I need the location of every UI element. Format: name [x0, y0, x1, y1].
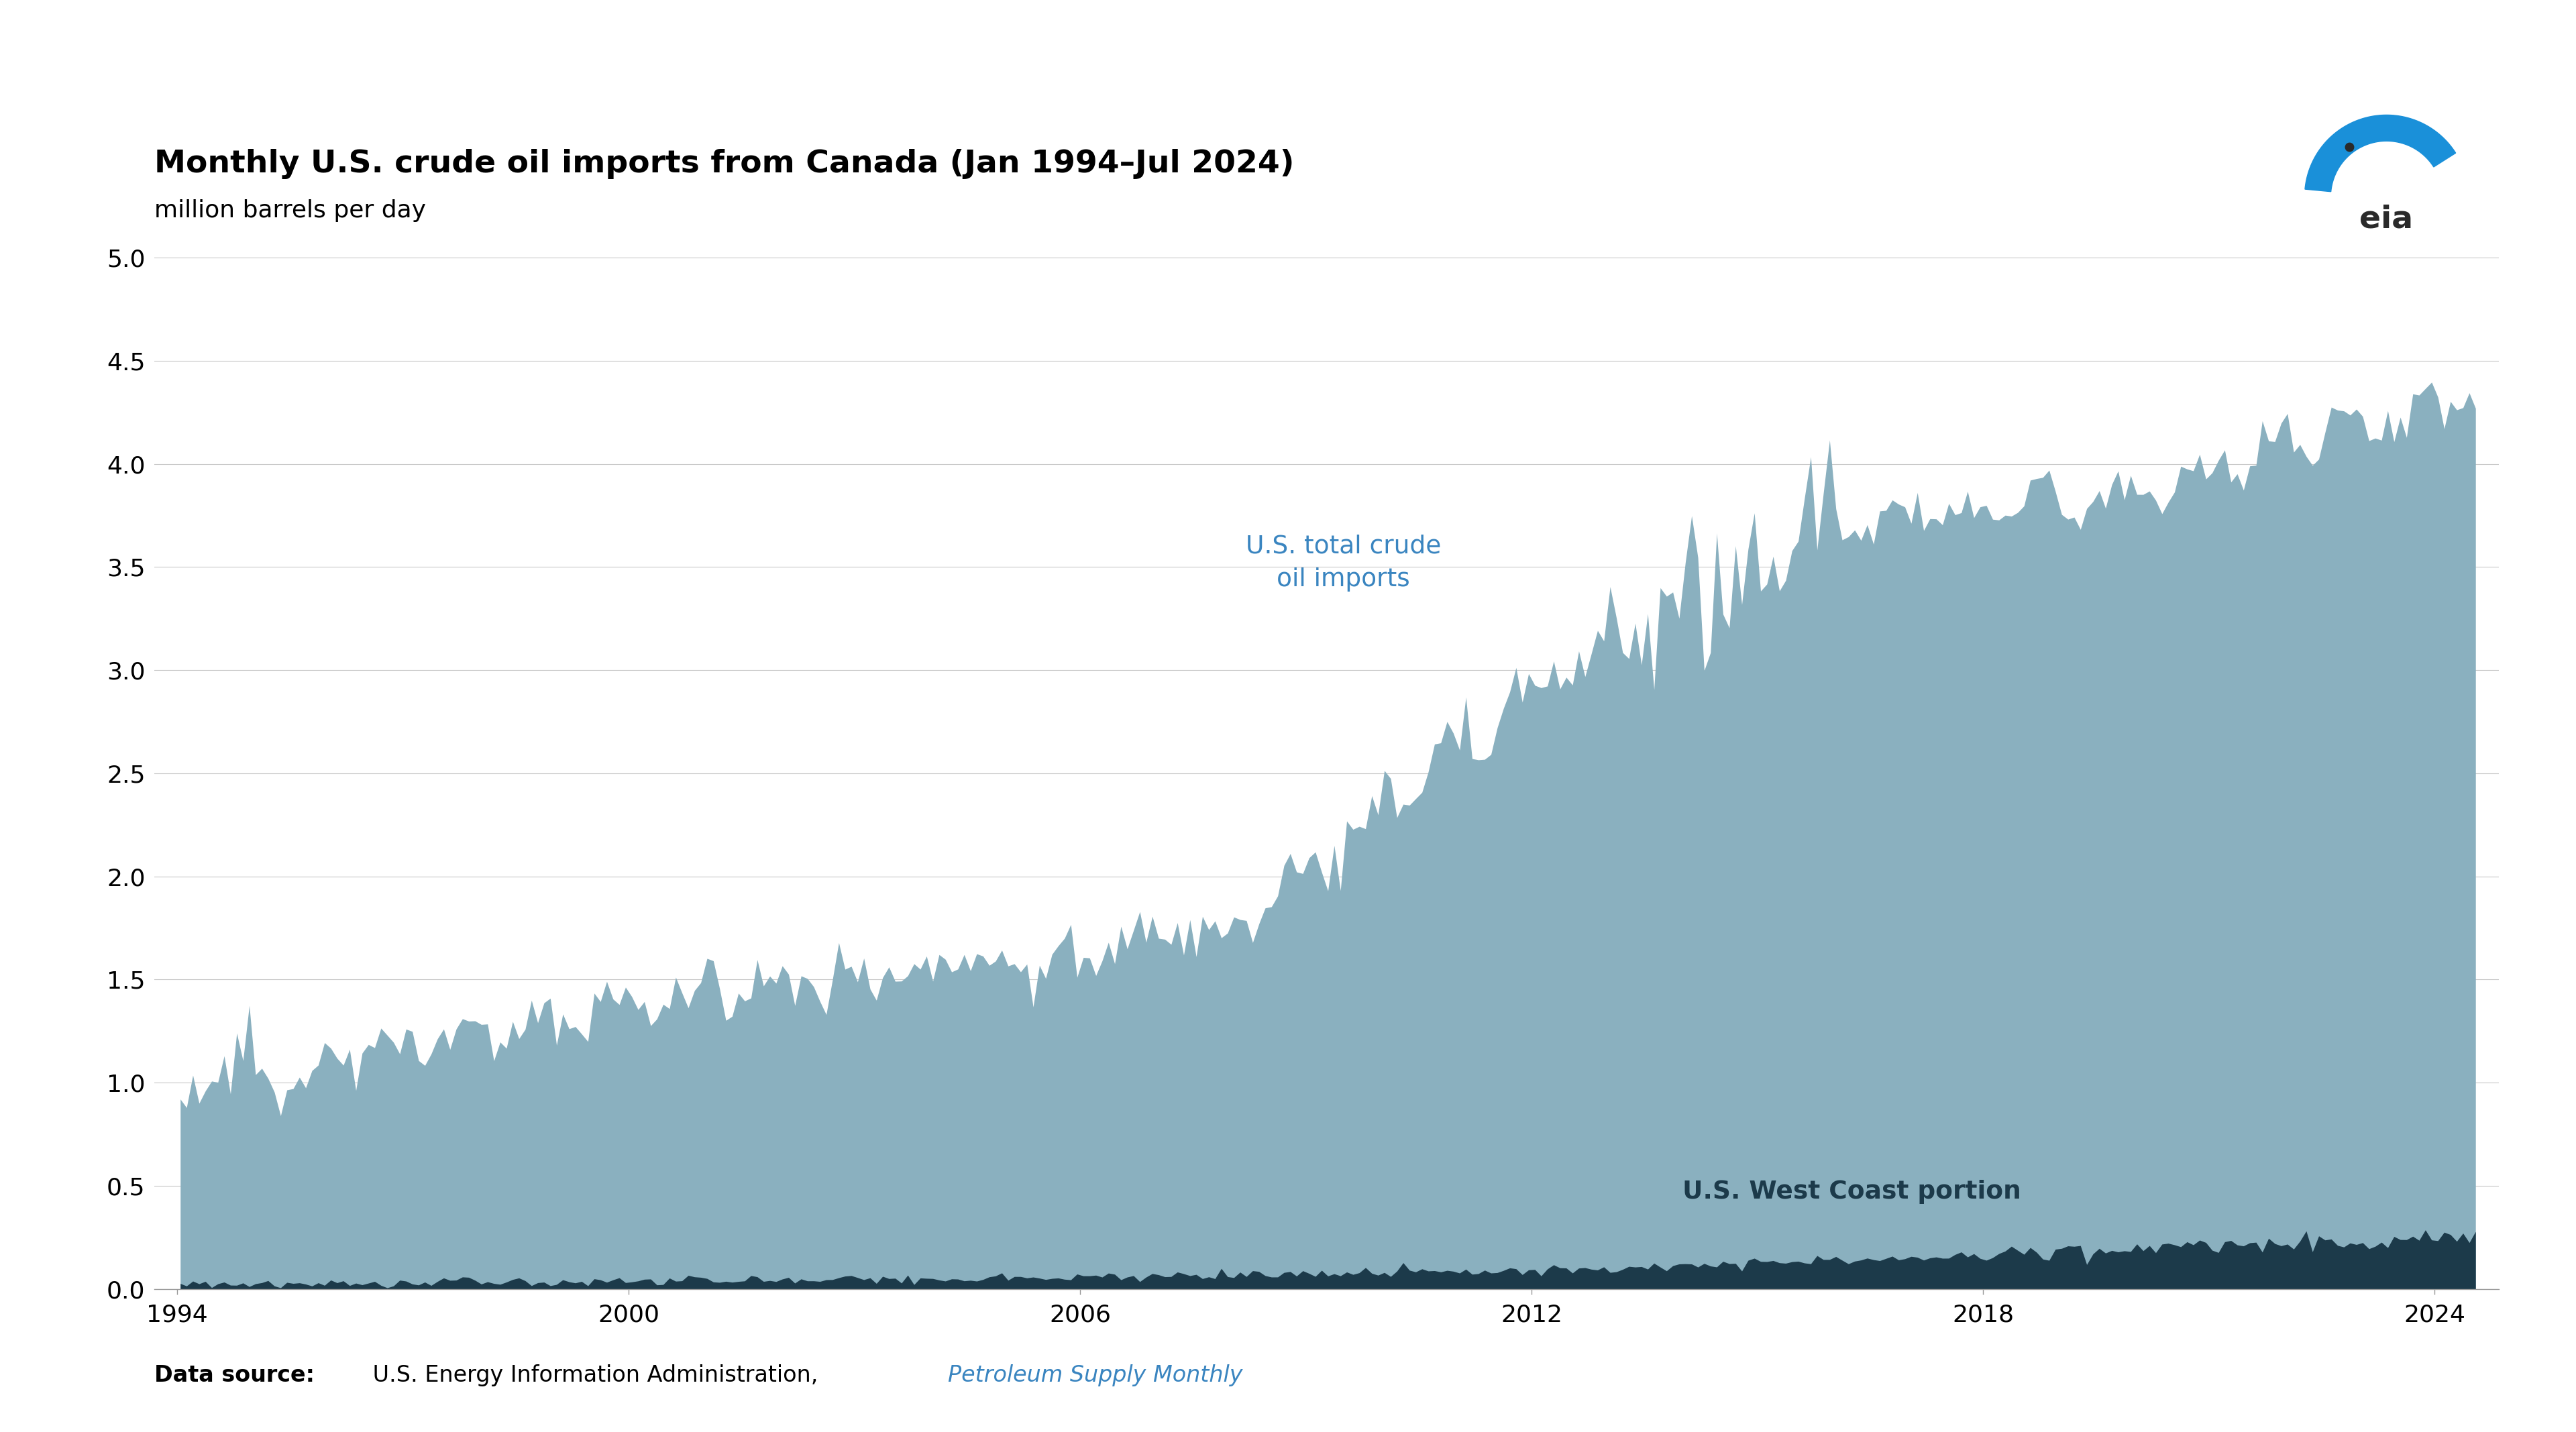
Polygon shape — [2306, 115, 2455, 192]
Text: U.S. total crude
oil imports: U.S. total crude oil imports — [1247, 534, 1443, 591]
Text: U.S. Energy Information Administration,: U.S. Energy Information Administration, — [366, 1365, 824, 1386]
Text: eia: eia — [2360, 203, 2414, 233]
Text: million barrels per day: million barrels per day — [155, 199, 425, 222]
Text: Data source:: Data source: — [155, 1365, 314, 1386]
Text: Monthly U.S. crude oil imports from Canada (Jan 1994–Jul 2024): Monthly U.S. crude oil imports from Cana… — [155, 149, 1296, 179]
Text: Petroleum Supply Monthly: Petroleum Supply Monthly — [948, 1365, 1242, 1386]
Text: U.S. West Coast portion: U.S. West Coast portion — [1682, 1180, 2020, 1204]
